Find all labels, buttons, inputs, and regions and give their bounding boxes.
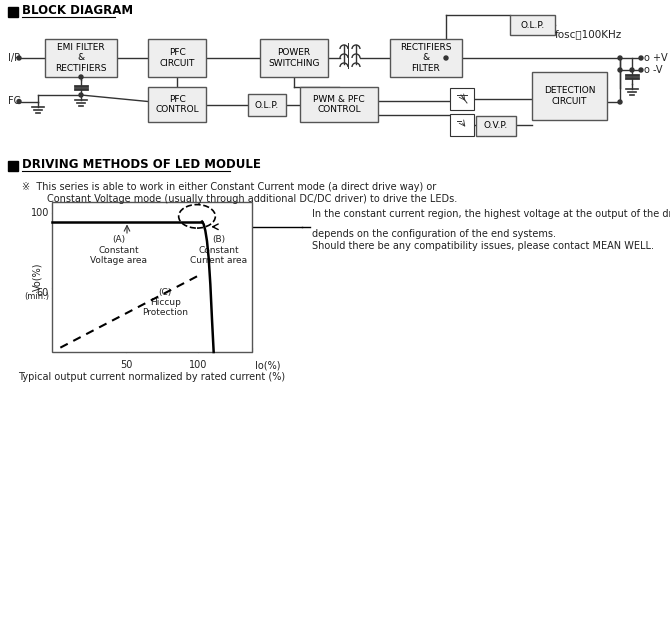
Bar [148,39,206,77]
Text: 100: 100 [31,207,49,217]
Text: DRIVING METHODS OF LED MODULE: DRIVING METHODS OF LED MODULE [22,159,261,171]
Text: Typical output current normalized by rated current (%): Typical output current normalized by rat… [19,372,285,382]
Text: (C)
Hiccup
Protection: (C) Hiccup Protection [142,288,188,317]
Text: I/P: I/P [8,53,20,63]
Circle shape [618,100,622,104]
Bar [248,94,286,116]
Text: o -V: o -V [644,65,663,75]
Bar [8,161,18,171]
Bar [45,39,117,77]
Circle shape [639,68,643,72]
Bar [532,72,607,120]
Text: O.L.P.: O.L.P. [255,100,279,109]
Bar [450,88,474,110]
Bar [390,39,462,77]
Text: Io(%): Io(%) [255,360,281,370]
Text: 100: 100 [189,360,207,370]
Text: PFC
CIRCUIT: PFC CIRCUIT [159,48,195,68]
Text: POWER
SWITCHING: POWER SWITCHING [268,48,320,68]
Circle shape [444,56,448,60]
Text: O.V.P.: O.V.P. [484,121,508,130]
Circle shape [17,99,21,104]
Circle shape [79,75,83,79]
Text: O.L.P.: O.L.P. [521,20,545,30]
Text: In the constant current region, the highest voltage at the output of the driver: In the constant current region, the high… [312,209,670,219]
Text: ※  This series is able to work in either Constant Current mode (a direct drive w: ※ This series is able to work in either … [22,182,436,192]
Text: DETECTION
CIRCUIT: DETECTION CIRCUIT [544,87,595,106]
Bar [8,7,18,17]
Text: o +V: o +V [644,53,667,63]
Text: 60: 60 [37,288,49,298]
Circle shape [79,93,83,97]
Text: BLOCK DIAGRAM: BLOCK DIAGRAM [22,4,133,18]
Bar [260,39,328,77]
Bar [148,87,206,122]
Bar [476,116,516,136]
Text: 50: 50 [120,360,132,370]
Bar [450,114,474,136]
Text: (B)
Constant
Current area: (B) Constant Current area [190,235,247,265]
Text: EMI FILTER
&
RECTIFIERS: EMI FILTER & RECTIFIERS [55,43,107,73]
Circle shape [630,68,634,72]
Text: PWM & PFC
CONTROL: PWM & PFC CONTROL [313,95,364,114]
Text: Constant Voltage mode (usually through additional DC/DC driver) to drive the LED: Constant Voltage mode (usually through a… [22,194,457,204]
Circle shape [639,56,643,60]
Text: PFC
CONTROL: PFC CONTROL [155,95,199,114]
Text: (A)
Constant
Voltage area: (A) Constant Voltage area [90,235,147,265]
Text: RECTIFIERS
&
FILTER: RECTIFIERS & FILTER [400,43,452,73]
Bar [510,15,555,35]
Bar [52,202,252,352]
Text: (min.): (min.) [24,293,49,301]
Circle shape [618,68,622,72]
Text: depends on the configuration of the end systems.: depends on the configuration of the end … [312,229,556,239]
Text: Should there be any compatibility issues, please contact MEAN WELL.: Should there be any compatibility issues… [312,241,654,251]
Circle shape [17,56,21,60]
Text: Vo(%): Vo(%) [32,263,42,291]
Bar [300,87,378,122]
Circle shape [618,56,622,60]
Text: FG: FG [8,97,21,107]
Text: fosc：100KHz: fosc：100KHz [555,29,622,39]
